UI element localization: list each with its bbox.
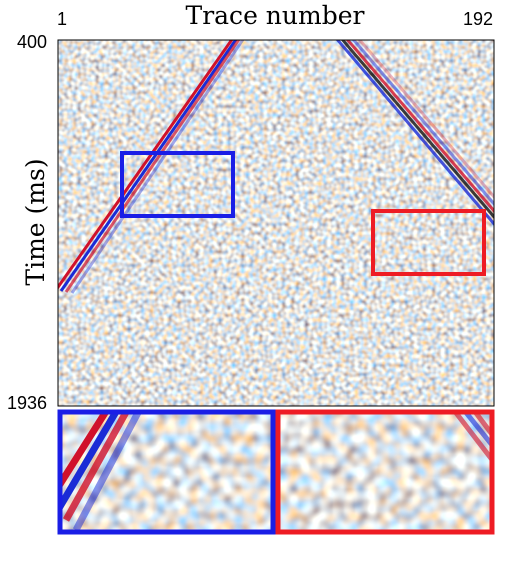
left-event bbox=[58, 40, 245, 294]
noise-field bbox=[278, 412, 492, 532]
right-event bbox=[335, 40, 494, 226]
wave-stripe bbox=[351, 40, 494, 206]
red-inset bbox=[278, 412, 492, 532]
seismic-section bbox=[58, 40, 494, 406]
wave-stripe bbox=[58, 40, 234, 290]
red-zoom-box bbox=[371, 209, 486, 276]
noise-field bbox=[58, 40, 494, 406]
plot-frame bbox=[57, 39, 495, 407]
y-tick-label: 1936 bbox=[7, 393, 47, 413]
wave-stripe bbox=[60, 412, 120, 512]
wave-stripe bbox=[357, 40, 494, 199]
wave-stripe bbox=[64, 40, 241, 293]
blue-inset-frame bbox=[57, 409, 276, 535]
x-axis-label: Trace number bbox=[186, 1, 365, 30]
wave-stripe bbox=[340, 40, 494, 219]
blue-zoom-box bbox=[120, 151, 235, 218]
wave-stripe bbox=[335, 40, 494, 226]
wave-stripe bbox=[62, 412, 131, 522]
wave-stripe bbox=[72, 412, 143, 532]
x-tick-label: 192 bbox=[463, 9, 493, 29]
y-axis-label: Time (ms) bbox=[21, 158, 50, 285]
red-inset-frame bbox=[275, 409, 495, 535]
y-tick-label: 400 bbox=[17, 32, 47, 52]
x-tick-label: 1 bbox=[57, 9, 67, 29]
wave-stripe bbox=[472, 412, 492, 439]
blue-inset bbox=[60, 412, 273, 532]
wave-stripe bbox=[60, 412, 110, 491]
wave-stripe bbox=[59, 40, 238, 292]
wave-stripe bbox=[70, 40, 245, 294]
wave-stripe bbox=[345, 40, 494, 213]
